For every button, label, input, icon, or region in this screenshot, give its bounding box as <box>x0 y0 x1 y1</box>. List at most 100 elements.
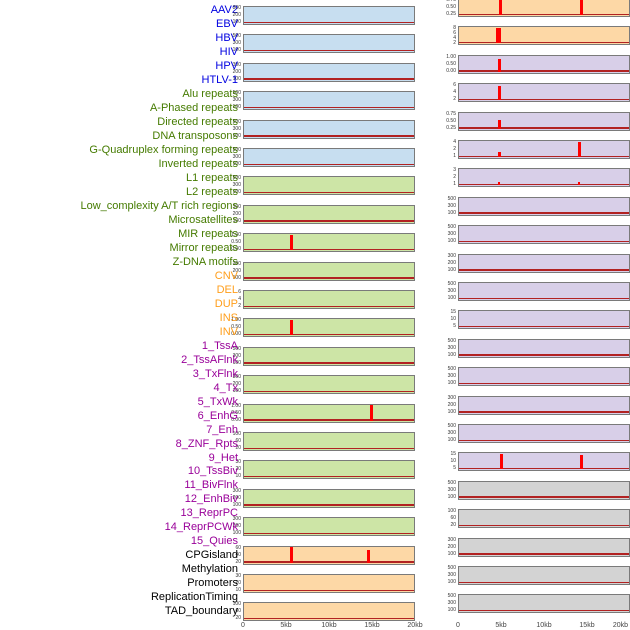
track-label: 13_ReprPC <box>180 507 238 520</box>
track-panel <box>458 225 630 245</box>
y-tick-label: 100 <box>447 295 456 301</box>
y-tick-label: 4 <box>453 139 456 145</box>
y-tick-label: 100 <box>232 75 241 82</box>
y-axis-ticks: 300 200 100 <box>439 395 456 415</box>
y-tick-label: 100 <box>232 47 241 54</box>
y-tick-label: 6 <box>238 289 241 295</box>
signal-spike <box>498 58 501 72</box>
y-tick-label: 2 <box>453 96 456 103</box>
signal-baseline <box>244 475 414 478</box>
y-axis-ticks: 500 300 100 <box>439 196 456 216</box>
y-axis-ticks: 500 300 100 <box>224 148 241 167</box>
y-tick-label: 500 <box>447 366 456 373</box>
track-label: Alu repeats <box>182 88 238 101</box>
y-tick-label: 300 <box>232 260 241 267</box>
signal-baseline <box>244 78 414 80</box>
y-tick-label: 300 <box>232 182 241 189</box>
track-label: 6_EnhG <box>197 409 238 422</box>
signal-spike <box>498 0 502 15</box>
track-panel <box>458 111 630 131</box>
track-panel <box>458 282 630 301</box>
signal-baseline <box>459 127 629 129</box>
y-tick-label: 300 <box>232 61 241 68</box>
y-tick-label: 20 <box>235 580 241 586</box>
signal-spike <box>367 550 371 563</box>
y-axis-ticks: 15 10 5 <box>439 452 456 471</box>
track-panel <box>458 140 630 159</box>
y-tick-label: 200 <box>232 381 241 388</box>
track-panel <box>458 424 630 443</box>
y-tick-label: 20 <box>235 558 241 565</box>
track-label: Inverted repeats <box>158 157 239 170</box>
track-panel <box>458 253 630 273</box>
signal-baseline <box>459 496 629 498</box>
signal-spike <box>498 120 501 129</box>
y-tick-label: 500 <box>447 224 456 231</box>
x-tick-label: 20kb <box>612 622 628 629</box>
y-tick-label: 0.50 <box>231 239 241 246</box>
x-tick-label: 0 <box>456 622 460 629</box>
signal-spike <box>498 85 501 101</box>
y-tick-label: 1.00 <box>446 53 456 60</box>
y-tick-label: 300 <box>447 430 456 436</box>
y-tick-label: 100 <box>232 501 241 508</box>
signal-baseline <box>459 212 629 214</box>
y-tick-label: 2 <box>453 40 456 47</box>
track-label: A-Phased repeats <box>149 102 238 114</box>
track-label: 2_TssAFlnk <box>181 353 238 366</box>
track-panel <box>243 460 415 480</box>
y-tick-label: 300 <box>447 252 456 259</box>
track-label: Directed repeats <box>157 116 238 128</box>
signal-baseline <box>459 269 629 271</box>
x-tick-label: 15kb <box>579 622 595 629</box>
track-label: 12_EnhBiv <box>184 493 238 506</box>
track-label: L2 repeats <box>186 185 238 198</box>
track-label: 9_Het <box>208 451 238 464</box>
track-panel <box>243 204 415 224</box>
track-panel <box>458 395 630 415</box>
y-tick-label: 300 <box>447 344 456 351</box>
y-tick-label: 100 <box>447 607 456 614</box>
signal-baseline <box>459 411 629 413</box>
y-tick-label: 300 <box>447 231 456 238</box>
y-tick-label: 1.00 <box>231 232 241 239</box>
signal-baseline <box>459 155 629 157</box>
y-tick-label: 500 <box>232 147 241 153</box>
y-axis-ticks: 100 60 20 <box>224 432 241 451</box>
y-tick-label: 1.00 <box>231 402 241 409</box>
y-tick-label: 0.50 <box>446 4 456 10</box>
y-tick-label: 300 <box>447 373 456 380</box>
signal-baseline <box>459 382 629 385</box>
y-axis-ticks: 500 300 100 <box>224 119 241 139</box>
track-panel <box>243 233 415 253</box>
y-tick-label: 500 <box>447 479 456 486</box>
y-tick-label: 20 <box>235 615 241 622</box>
track-label: 15_Quies <box>190 535 238 548</box>
signal-baseline <box>459 325 629 328</box>
y-tick-label: 1 <box>453 153 456 159</box>
track-label: Low_complexity A/T rich regions <box>80 199 238 212</box>
y-tick-label: 10 <box>235 473 241 480</box>
y-tick-label: 300 <box>232 487 241 494</box>
y-axis-ticks: 1.00 0.50 0.00 <box>439 53 456 74</box>
track-panel <box>243 176 415 196</box>
y-tick-label: 100 <box>232 601 241 608</box>
track-label: 14_ReprPCWk <box>164 521 238 534</box>
y-axis-ticks: 500 300 100 <box>224 34 241 53</box>
signal-baseline <box>459 41 629 44</box>
y-tick-label: 5 <box>453 465 456 472</box>
track-label: HIV <box>219 46 238 59</box>
y-tick-label: 300 <box>232 154 241 160</box>
signal-baseline <box>459 183 629 186</box>
y-tick-label: 200 <box>447 401 456 408</box>
track-panel <box>243 261 415 281</box>
signal-baseline <box>459 297 629 299</box>
y-tick-label: 0.50 <box>231 409 241 416</box>
y-tick-label: 300 <box>447 572 456 578</box>
y-tick-label: 4 <box>238 296 241 302</box>
signal-baseline <box>459 439 629 441</box>
y-axis-ticks: 500 300 100 <box>439 225 456 244</box>
y-tick-label: 100 <box>232 189 241 196</box>
